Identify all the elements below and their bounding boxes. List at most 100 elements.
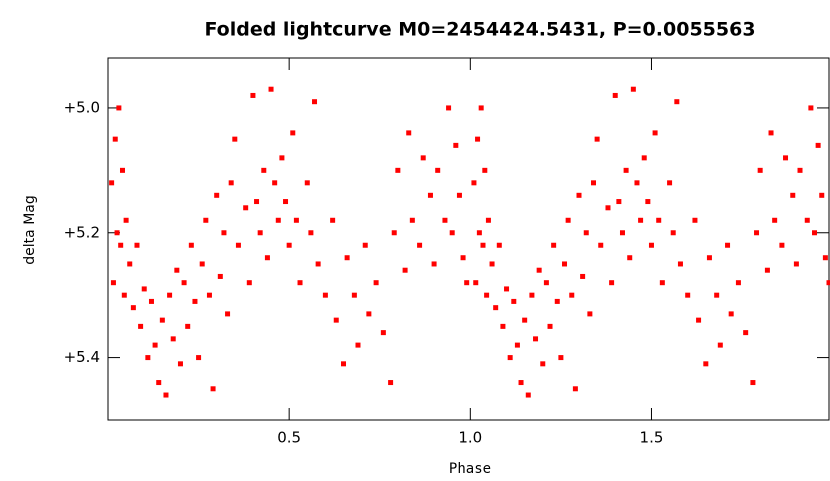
point bbox=[576, 192, 582, 198]
point bbox=[152, 342, 158, 348]
point bbox=[322, 292, 328, 298]
point bbox=[808, 105, 814, 111]
point bbox=[304, 180, 310, 186]
point bbox=[696, 317, 702, 323]
point bbox=[826, 280, 830, 286]
point bbox=[793, 261, 799, 267]
point bbox=[118, 242, 124, 248]
point bbox=[373, 280, 379, 286]
point bbox=[134, 242, 140, 248]
point bbox=[768, 130, 774, 136]
point bbox=[703, 361, 709, 367]
point bbox=[308, 230, 314, 236]
point bbox=[652, 130, 658, 136]
point bbox=[431, 261, 437, 267]
point bbox=[141, 286, 147, 292]
point bbox=[612, 92, 618, 98]
y-tick-label: +5.4 bbox=[64, 348, 100, 366]
point bbox=[167, 292, 173, 298]
point bbox=[246, 280, 252, 286]
point bbox=[380, 330, 386, 336]
point bbox=[569, 292, 575, 298]
point bbox=[779, 242, 785, 248]
point bbox=[504, 286, 510, 292]
point bbox=[388, 380, 394, 386]
point bbox=[478, 105, 484, 111]
point bbox=[547, 323, 553, 329]
point bbox=[453, 142, 459, 148]
point bbox=[275, 217, 281, 223]
point bbox=[482, 167, 488, 173]
point bbox=[148, 298, 154, 304]
point bbox=[518, 380, 524, 386]
x-tick-label: 1.0 bbox=[458, 429, 482, 447]
point bbox=[714, 292, 720, 298]
point bbox=[112, 136, 118, 142]
point bbox=[116, 105, 122, 111]
point bbox=[123, 217, 129, 223]
point bbox=[797, 167, 803, 173]
point bbox=[757, 167, 763, 173]
point bbox=[192, 298, 198, 304]
point bbox=[235, 242, 241, 248]
point bbox=[536, 267, 542, 273]
point bbox=[330, 217, 336, 223]
point bbox=[583, 230, 589, 236]
point bbox=[484, 292, 490, 298]
point bbox=[815, 142, 821, 148]
point bbox=[138, 323, 144, 329]
plot-frame bbox=[107, 57, 830, 421]
point bbox=[196, 355, 202, 361]
y-tick-label: +5.0 bbox=[64, 98, 100, 116]
point bbox=[674, 99, 680, 105]
point bbox=[225, 311, 231, 317]
point bbox=[283, 199, 289, 205]
point bbox=[522, 317, 528, 323]
point bbox=[170, 336, 176, 342]
point bbox=[764, 267, 770, 273]
x-tick-label: 1.5 bbox=[640, 429, 664, 447]
point bbox=[159, 317, 165, 323]
x-tick-label: 0.5 bbox=[277, 429, 301, 447]
chart-title: Folded lightcurve M0=2454424.5431, P=0.0… bbox=[204, 19, 755, 41]
point bbox=[475, 136, 481, 142]
point bbox=[630, 86, 636, 92]
point bbox=[819, 192, 825, 198]
point bbox=[181, 280, 187, 286]
point bbox=[511, 298, 517, 304]
point bbox=[783, 155, 789, 161]
point bbox=[109, 180, 115, 186]
point bbox=[812, 230, 818, 236]
point bbox=[480, 242, 486, 248]
point bbox=[254, 199, 260, 205]
point bbox=[540, 361, 546, 367]
point bbox=[616, 199, 622, 205]
point bbox=[772, 217, 778, 223]
point bbox=[420, 155, 426, 161]
point bbox=[279, 155, 285, 161]
point bbox=[257, 230, 263, 236]
point bbox=[565, 217, 571, 223]
point bbox=[677, 261, 683, 267]
point bbox=[670, 230, 676, 236]
point bbox=[261, 167, 267, 173]
point bbox=[110, 280, 116, 286]
point bbox=[402, 267, 408, 273]
x-axis-label: Phase bbox=[449, 461, 491, 477]
point bbox=[634, 180, 640, 186]
point bbox=[333, 317, 339, 323]
point bbox=[543, 280, 549, 286]
point bbox=[728, 311, 734, 317]
point bbox=[533, 336, 539, 342]
point bbox=[558, 355, 564, 361]
point bbox=[456, 192, 462, 198]
point bbox=[127, 261, 133, 267]
point bbox=[250, 92, 256, 98]
point bbox=[177, 361, 183, 367]
point bbox=[203, 217, 209, 223]
point bbox=[272, 180, 278, 186]
point bbox=[489, 261, 495, 267]
point bbox=[638, 217, 644, 223]
y-axis-label: delta Mag bbox=[22, 195, 38, 264]
point bbox=[409, 217, 415, 223]
